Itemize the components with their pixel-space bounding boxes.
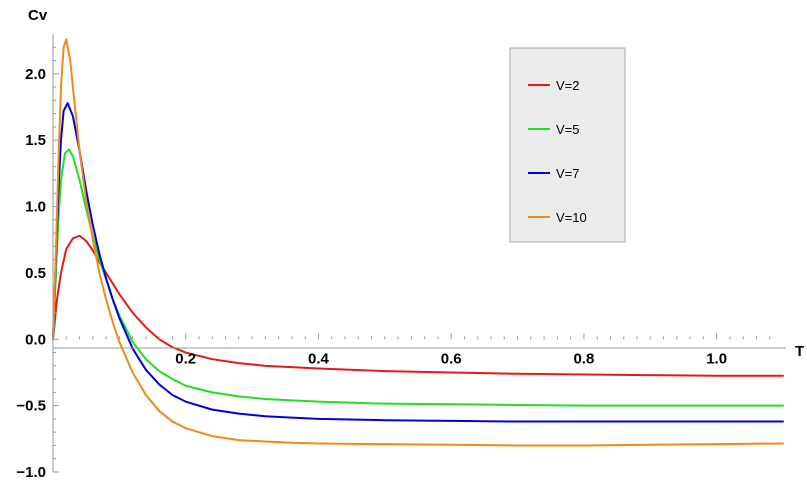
x-tick-label: 0.8 (573, 350, 594, 367)
x-tick-label: 0.2 (175, 350, 196, 367)
x-tick-label: 0.4 (308, 350, 330, 367)
x-tick-label: 1.0 (706, 350, 727, 367)
legend-label-1: V=2 (556, 78, 580, 93)
y-tick-label: 1.0 (25, 199, 46, 216)
y-tick-label: 1.5 (25, 132, 46, 149)
legend-label-3: V=7 (556, 166, 580, 181)
y-tick-label: 0.0 (25, 331, 46, 348)
y-tick-label: −0.5 (16, 398, 46, 415)
x-axis-title: T (795, 343, 804, 360)
x-tick-label: 0.6 (441, 350, 462, 367)
legend-box (509, 47, 626, 243)
y-tick-label: −1.0 (16, 464, 46, 481)
series-line-1 (52, 234, 784, 377)
series-line-3 (52, 102, 784, 423)
legend-label-2: V=5 (556, 122, 580, 137)
legend-label-4: V=10 (556, 210, 587, 225)
legend: V=2 V=5 V=7 V=10 (509, 47, 626, 243)
series-layer (52, 38, 784, 447)
series-line-4 (52, 38, 784, 447)
y-axis-title: Cv (28, 7, 48, 24)
y-tick-label: 0.5 (25, 265, 46, 282)
series-line-2 (52, 148, 784, 407)
legend-items: V=2 V=5 V=7 V=10 (528, 78, 587, 225)
y-tick-label: 2.0 (25, 66, 46, 83)
ticks-layer: 0.2 0.4 0.6 0.8 1.0 −1.0 −0.5 0.0 0.5 1.0 1.5 2.0 (16, 46, 771, 481)
axes-layer (52, 34, 786, 472)
